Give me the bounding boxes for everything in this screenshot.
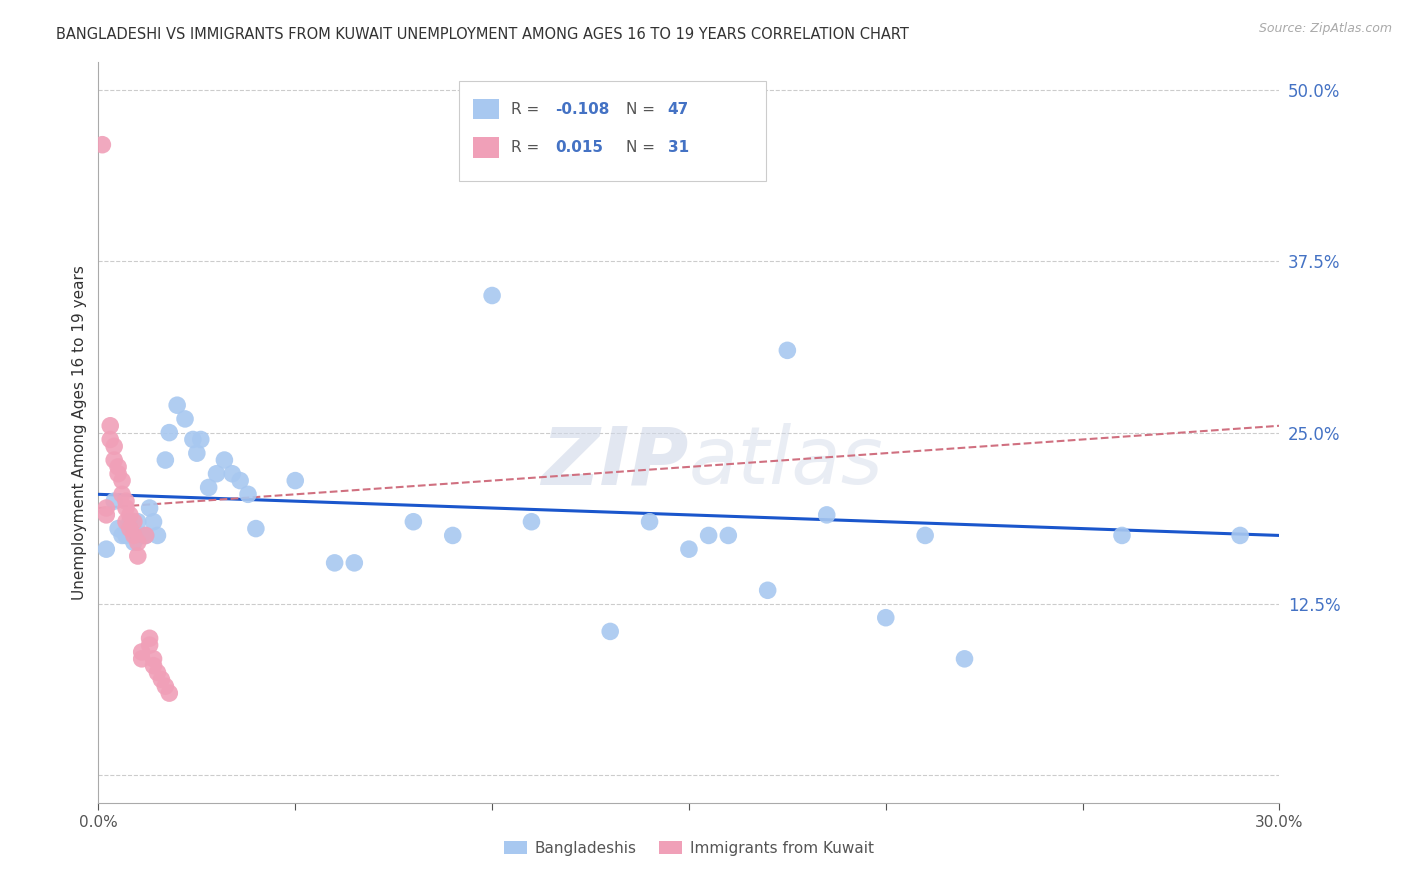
Point — [122, 515, 145, 529]
Point — [107, 459, 129, 474]
Point — [138, 632, 160, 646]
Point — [107, 467, 129, 481]
Point — [875, 610, 897, 624]
Point — [599, 624, 621, 639]
Text: 47: 47 — [668, 102, 689, 117]
Point — [127, 535, 149, 549]
Point — [118, 515, 141, 529]
Point — [678, 542, 700, 557]
Point — [638, 515, 661, 529]
FancyBboxPatch shape — [472, 99, 499, 120]
Point — [103, 453, 125, 467]
Point — [284, 474, 307, 488]
Point — [815, 508, 838, 522]
Point — [107, 522, 129, 536]
Point — [717, 528, 740, 542]
Point — [181, 433, 204, 447]
Point — [111, 528, 134, 542]
Text: R =: R = — [510, 140, 548, 155]
Point — [146, 665, 169, 680]
Point — [186, 446, 208, 460]
Text: 0.015: 0.015 — [555, 140, 603, 155]
Point — [150, 673, 173, 687]
Point — [323, 556, 346, 570]
Point — [103, 494, 125, 508]
Point — [115, 494, 138, 508]
Point — [127, 515, 149, 529]
Point — [135, 528, 157, 542]
Point — [481, 288, 503, 302]
Point — [157, 686, 180, 700]
Point — [174, 412, 197, 426]
Point — [138, 501, 160, 516]
Point — [142, 658, 165, 673]
Point — [155, 679, 177, 693]
Text: R =: R = — [510, 102, 544, 117]
Point — [111, 487, 134, 501]
Text: -0.108: -0.108 — [555, 102, 610, 117]
FancyBboxPatch shape — [458, 81, 766, 181]
Text: 31: 31 — [668, 140, 689, 155]
Point — [221, 467, 243, 481]
Point — [115, 501, 138, 516]
Point — [111, 474, 134, 488]
Point — [135, 528, 157, 542]
Point — [118, 522, 141, 536]
Point — [98, 418, 121, 433]
Point — [115, 528, 138, 542]
Point — [122, 535, 145, 549]
Point — [118, 508, 141, 522]
Point — [441, 528, 464, 542]
Point — [98, 433, 121, 447]
Point — [146, 528, 169, 542]
Text: BANGLADESHI VS IMMIGRANTS FROM KUWAIT UNEMPLOYMENT AMONG AGES 16 TO 19 YEARS COR: BANGLADESHI VS IMMIGRANTS FROM KUWAIT UN… — [56, 27, 910, 42]
Point — [214, 453, 236, 467]
Point — [131, 528, 153, 542]
Point — [236, 487, 259, 501]
Point — [142, 652, 165, 666]
Point — [205, 467, 228, 481]
Point — [229, 474, 252, 488]
Point — [197, 480, 219, 494]
Point — [157, 425, 180, 440]
Point — [914, 528, 936, 542]
Legend: Bangladeshis, Immigrants from Kuwait: Bangladeshis, Immigrants from Kuwait — [498, 835, 880, 862]
Text: N =: N = — [626, 102, 661, 117]
Point — [697, 528, 720, 542]
Point — [103, 439, 125, 453]
Point — [96, 542, 118, 557]
Text: Source: ZipAtlas.com: Source: ZipAtlas.com — [1258, 22, 1392, 36]
Point — [953, 652, 976, 666]
Point — [131, 645, 153, 659]
Point — [1111, 528, 1133, 542]
Point — [520, 515, 543, 529]
Point — [127, 549, 149, 563]
Point — [166, 398, 188, 412]
Point — [402, 515, 425, 529]
Point — [776, 343, 799, 358]
Point — [131, 652, 153, 666]
Point — [96, 501, 118, 516]
Text: atlas: atlas — [689, 423, 884, 501]
Point — [190, 433, 212, 447]
Point — [343, 556, 366, 570]
Point — [115, 515, 138, 529]
Point — [1229, 528, 1251, 542]
Point — [155, 453, 177, 467]
Point — [96, 508, 118, 522]
FancyBboxPatch shape — [472, 137, 499, 158]
Text: N =: N = — [626, 140, 661, 155]
Point — [122, 528, 145, 542]
Point — [138, 638, 160, 652]
Y-axis label: Unemployment Among Ages 16 to 19 years: Unemployment Among Ages 16 to 19 years — [72, 265, 87, 600]
Text: ZIP: ZIP — [541, 423, 689, 501]
Point — [756, 583, 779, 598]
Point — [91, 137, 114, 152]
Point — [245, 522, 267, 536]
Point — [142, 515, 165, 529]
